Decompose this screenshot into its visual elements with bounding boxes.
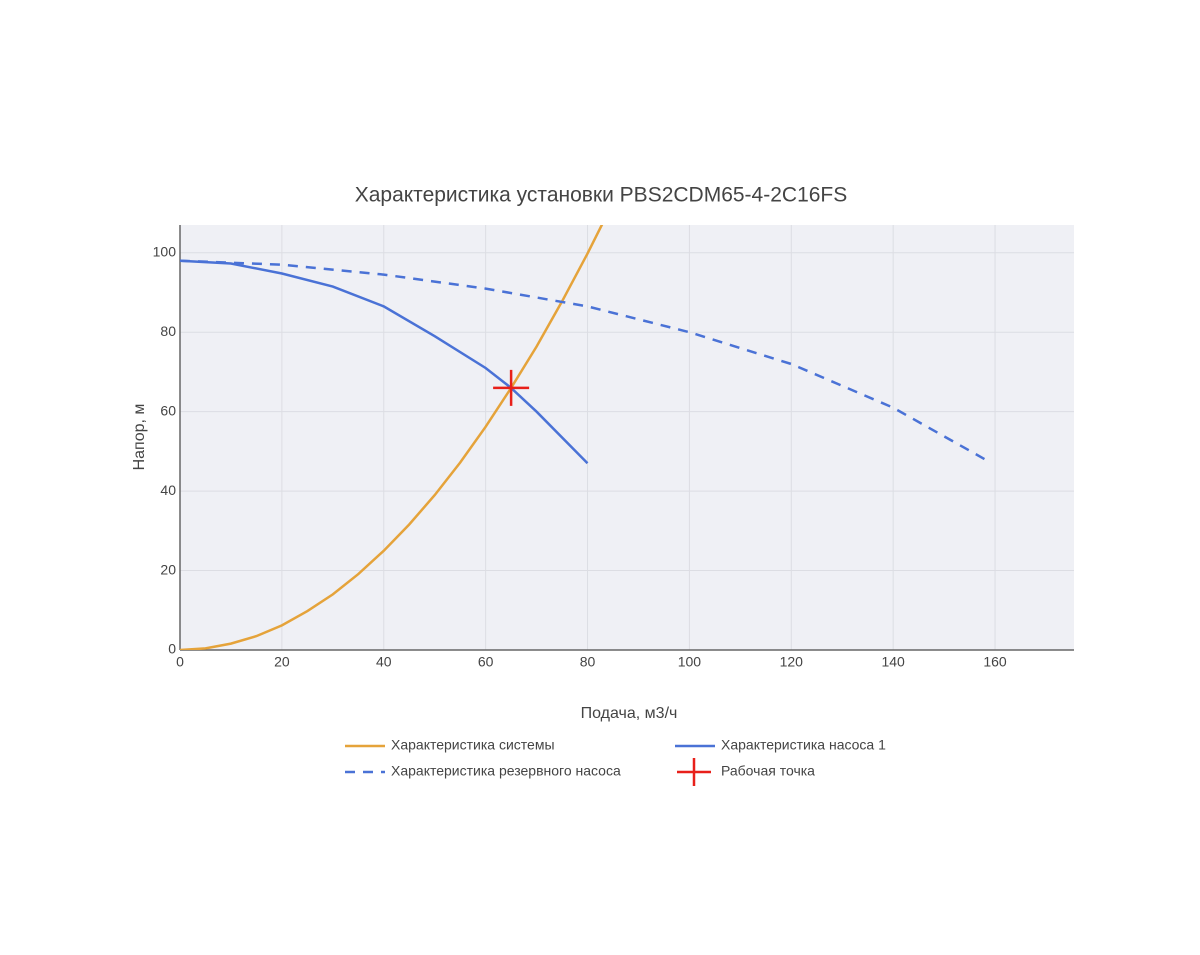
x-tick-label: 140 bbox=[881, 654, 905, 670]
x-tick-label: 100 bbox=[678, 654, 702, 670]
series-line bbox=[180, 225, 604, 650]
x-tick-label: 60 bbox=[478, 654, 494, 670]
x-tick-label: 160 bbox=[983, 654, 1007, 670]
x-tick-label: 40 bbox=[376, 654, 392, 670]
y-axis-label: Напор, м bbox=[131, 404, 148, 471]
x-tick-label: 20 bbox=[274, 654, 290, 670]
legend-label: Рабочая точка bbox=[721, 763, 815, 779]
plot-layer bbox=[180, 225, 986, 650]
x-tick-label: 120 bbox=[780, 654, 804, 670]
y-tick-label: 20 bbox=[160, 561, 176, 577]
y-tick-label: 100 bbox=[153, 244, 177, 260]
y-tick-label: 80 bbox=[160, 323, 176, 339]
legend-label: Характеристика системы bbox=[391, 737, 555, 753]
x-axis-label: Подача, м3/ч bbox=[581, 705, 678, 722]
chart-title: Характеристика установки PBS2CDM65-4-2C1… bbox=[355, 184, 848, 207]
y-tick-label: 0 bbox=[168, 641, 176, 657]
legend-symbol bbox=[677, 758, 711, 786]
y-tick-label: 40 bbox=[160, 482, 176, 498]
y-tick-label: 60 bbox=[160, 402, 176, 418]
series-line bbox=[180, 259, 589, 465]
legend-label: Характеристика насоса 1 bbox=[721, 737, 886, 753]
x-tick-label: 0 bbox=[176, 654, 184, 670]
legend-label: Характеристика резервного насоса bbox=[391, 763, 621, 779]
x-tick-label: 80 bbox=[580, 654, 596, 670]
operating-point bbox=[493, 369, 530, 406]
plot-area bbox=[180, 225, 1074, 650]
